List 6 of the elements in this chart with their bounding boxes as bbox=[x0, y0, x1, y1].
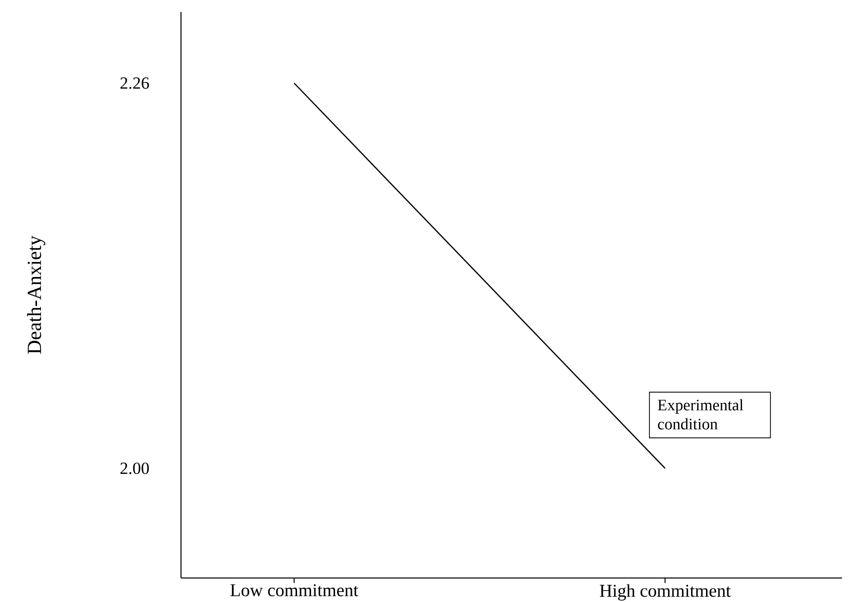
x-tick-label: High commitment bbox=[600, 584, 731, 601]
y-axis-title: Death-Anxiety bbox=[27, 236, 46, 354]
y-tick-label: 2.00 bbox=[120, 462, 149, 474]
y-tick-label: 2.26 bbox=[120, 77, 149, 89]
series-label: Experimental condition bbox=[658, 399, 744, 430]
x-tick-label: Low commitment bbox=[230, 584, 358, 596]
